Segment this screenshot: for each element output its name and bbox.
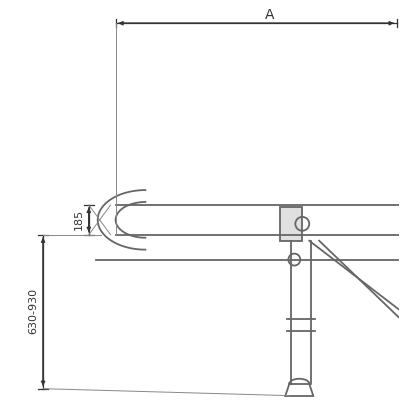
Text: A: A bbox=[265, 8, 274, 22]
Text: 185: 185 bbox=[74, 209, 84, 230]
Text: 630-930: 630-930 bbox=[28, 288, 38, 334]
Bar bbox=[280, 207, 302, 241]
